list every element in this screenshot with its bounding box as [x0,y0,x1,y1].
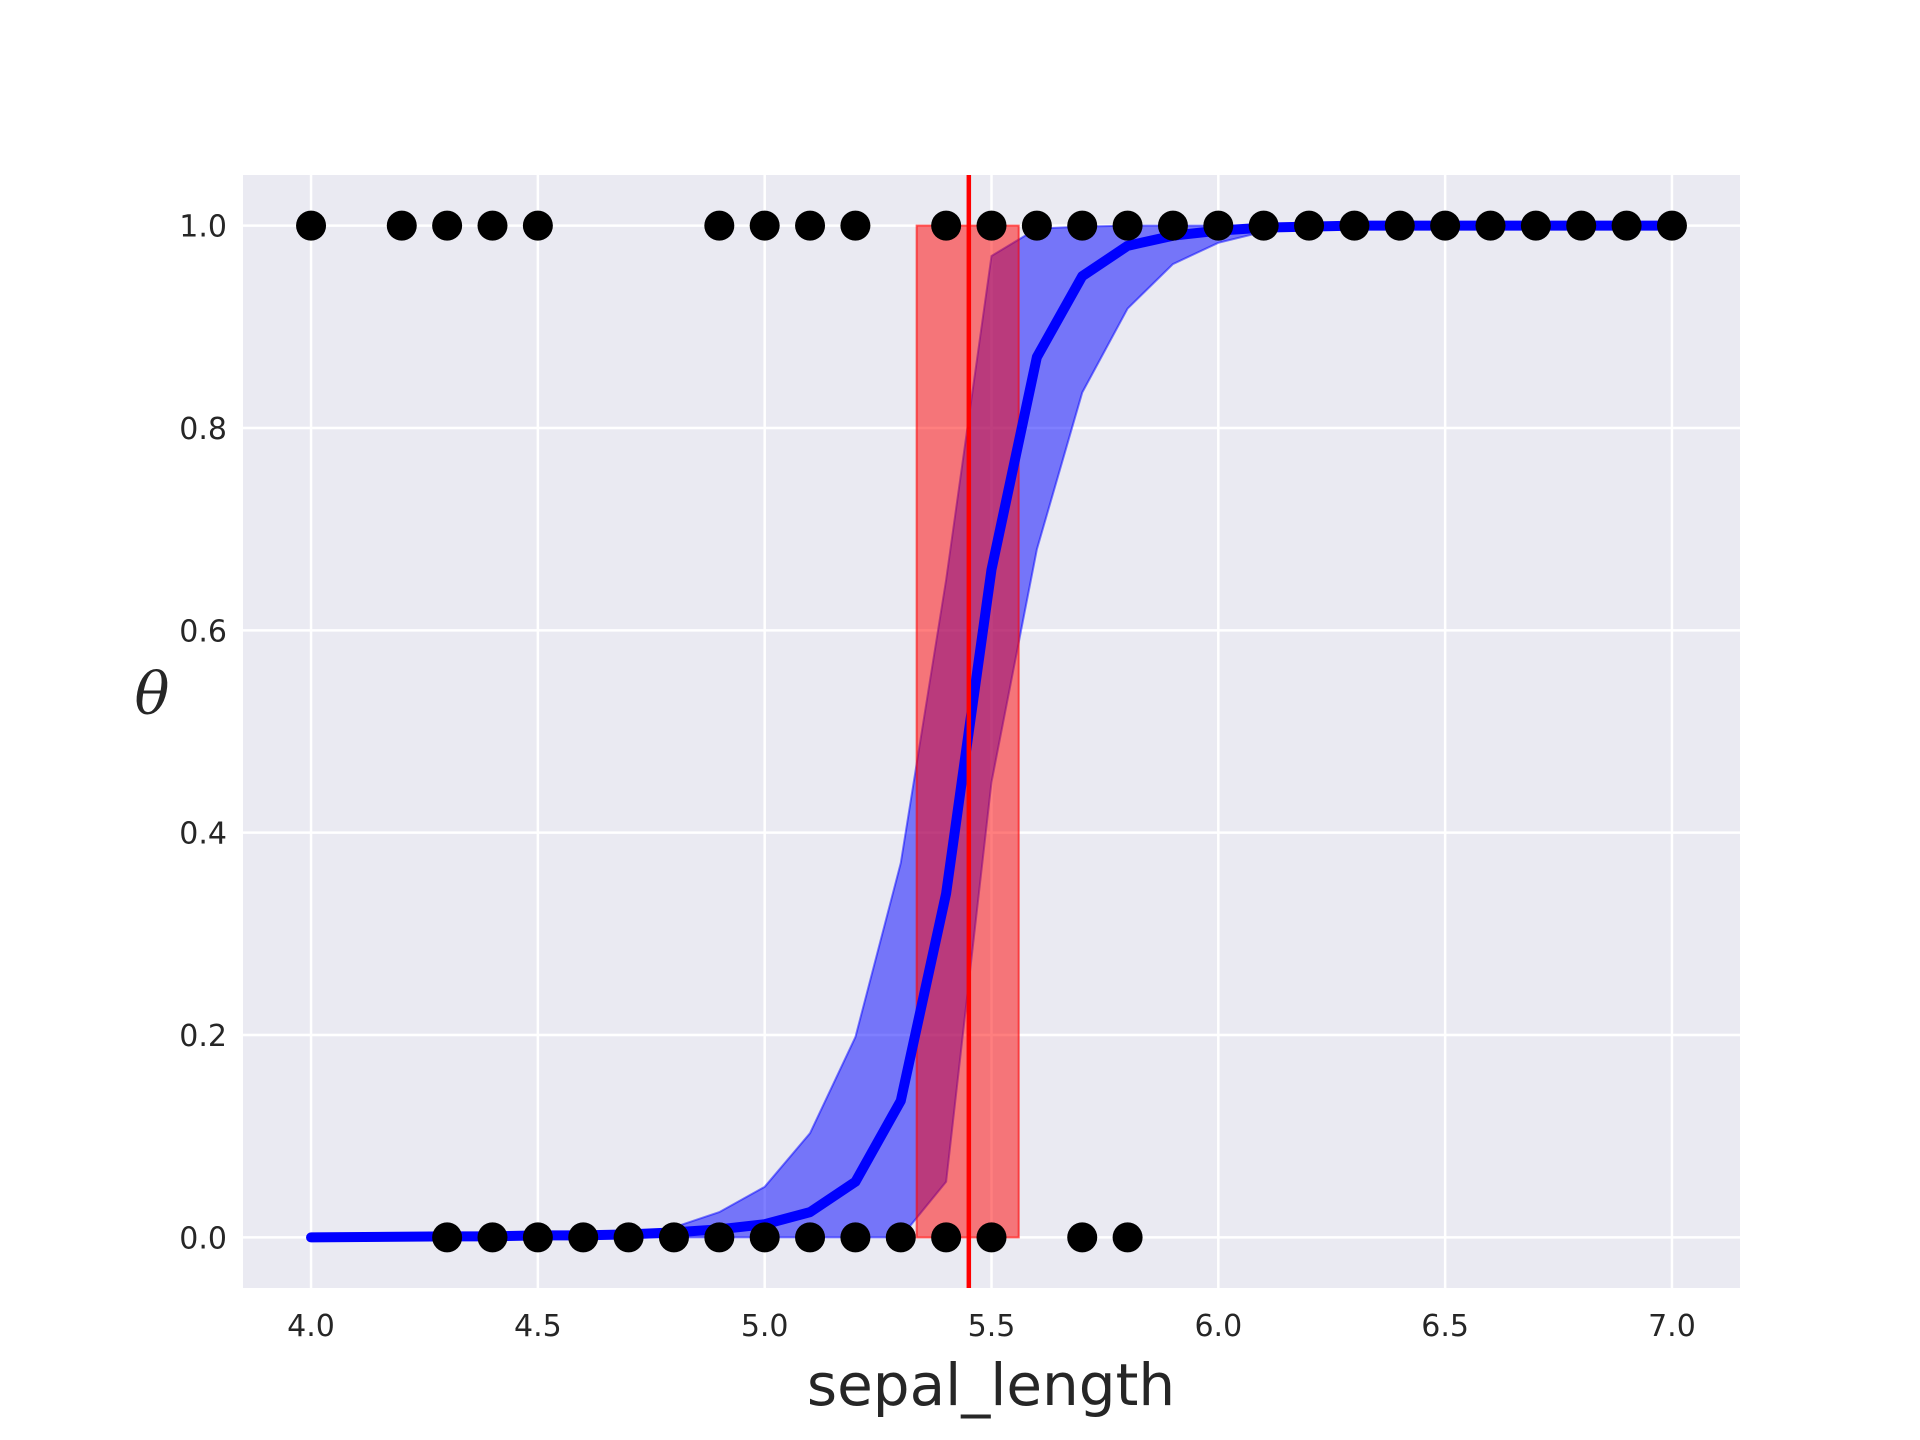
lines-layer [306,175,1677,1288]
observation-point [613,1222,644,1253]
observation-point [931,210,962,241]
observation-point [1067,210,1098,241]
x-tick-label: 6.5 [1421,1309,1469,1344]
observation-point [1384,210,1415,241]
observation-point [1566,210,1597,241]
observation-point [432,1222,463,1253]
observation-point [296,210,327,241]
observation-point [432,210,463,241]
x-tick-label: 7.0 [1648,1309,1696,1344]
observation-point [1203,210,1234,241]
observation-point [931,1222,962,1253]
y-tick-labels: 0.0 0.2 0.4 0.6 0.8 1.0 [179,210,227,1257]
observation-point [840,1222,871,1253]
observation-point [1112,1222,1143,1253]
observation-point [976,210,1007,241]
observation-point [704,1222,735,1253]
observation-point [477,1222,508,1253]
observation-point [1067,1222,1098,1253]
y-tick-label: 0.8 [179,412,227,447]
y-tick-label: 1.0 [179,210,227,245]
observation-point [1157,210,1188,241]
x-tick-labels: 4.0 4.5 5.0 5.5 6.0 6.5 7.0 [287,1309,1696,1344]
y-tick-label: 0.0 [179,1221,227,1256]
observation-point [1339,210,1370,241]
observation-point [1294,210,1325,241]
observation-point [477,210,508,241]
observation-point [795,1222,826,1253]
x-tick-label: 5.0 [741,1309,789,1344]
y-tick-label: 0.4 [179,817,227,852]
observation-point [885,1222,916,1253]
y-tick-label: 0.6 [179,614,227,649]
observation-point [749,1222,780,1253]
observation-point [522,1222,553,1253]
observation-point [976,1222,1007,1253]
observation-point [568,1222,599,1253]
observation-point [1656,210,1687,241]
observation-point [1430,210,1461,241]
x-axis-label: sepal_length [807,1351,1175,1419]
x-tick-label: 6.0 [1194,1309,1242,1344]
observation-point [840,210,871,241]
observation-point [1021,210,1052,241]
observation-point [1112,210,1143,241]
mean-probability-line [306,220,1677,1243]
x-tick-label: 4.5 [514,1309,562,1344]
observation-point [1248,210,1279,241]
y-axis-label: θ [135,660,170,728]
observation-point [749,210,780,241]
observation-point [1475,210,1506,241]
x-tick-label: 4.0 [287,1309,335,1344]
observation-point [1520,210,1551,241]
observation-point [658,1222,689,1253]
y-tick-label: 0.2 [179,1019,227,1054]
observation-point [522,210,553,241]
observation-point [386,210,417,241]
observation-points [296,210,1687,1253]
observation-point [1611,210,1642,241]
observation-point [704,210,735,241]
x-tick-label: 5.5 [968,1309,1016,1344]
observation-point [795,210,826,241]
